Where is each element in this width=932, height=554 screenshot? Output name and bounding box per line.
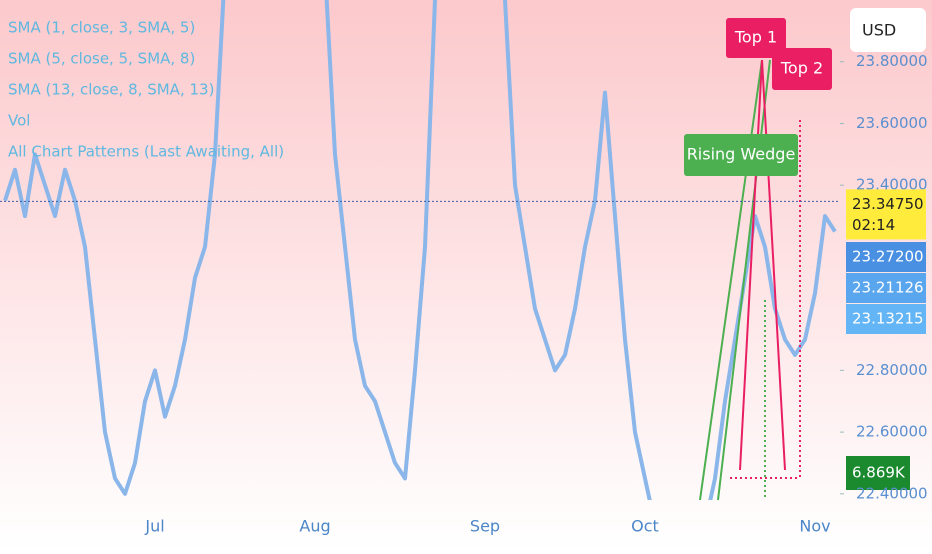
x-tick-label: Oct (631, 517, 659, 536)
price-badge (846, 304, 926, 334)
top-2-tag (772, 48, 832, 90)
price-badge-label: 23.34750 (852, 195, 924, 213)
price-badge (846, 189, 926, 240)
indicator-legend: Vol (8, 112, 30, 130)
y-tick-label: 23.80000 (856, 52, 928, 70)
price-badge-label: 23.27200 (852, 248, 924, 266)
price-badge-label: 23.21126 (852, 279, 924, 297)
plot-area (3, 0, 837, 500)
indicator-legend: SMA (13, close, 8, SMA, 13) (8, 81, 214, 99)
x-tick-label: Aug (299, 517, 330, 536)
y-tick-label: 23.40000 (856, 176, 928, 194)
top-1-label: Top 1 (734, 28, 777, 47)
price-badge (846, 273, 926, 303)
currency[interactable]: USD (862, 21, 896, 40)
x-tick-label: Nov (799, 517, 830, 536)
countdown: 02:14 (852, 216, 895, 234)
y-tick-label: 22.60000 (856, 423, 928, 441)
wedge-tag (684, 134, 798, 176)
wedge-label: Rising Wedge (687, 145, 796, 164)
volume-badge (846, 456, 910, 490)
y-tick-label: 22.40000 (856, 484, 928, 502)
currency-button[interactable] (850, 8, 926, 52)
y-tick-label: 23.60000 (856, 114, 928, 132)
indicator-legend: All Chart Patterns (Last Awaiting, All) (8, 143, 284, 161)
x-tick-label: Jul (144, 517, 164, 536)
x-tick-label: Sep (470, 517, 500, 536)
price-badge (846, 242, 926, 272)
indicator-legend: SMA (5, close, 5, SMA, 8) (8, 50, 195, 68)
y-tick-label: 22.80000 (856, 361, 928, 379)
indicator-legend: SMA (1, close, 3, SMA, 5) (8, 19, 195, 37)
wedge-pattern (699, 59, 801, 501)
top-1-tag (726, 18, 786, 58)
top-2-label: Top 2 (780, 59, 823, 78)
price-badge-label: 23.13215 (852, 310, 924, 328)
volume-label: 6.869K (852, 464, 906, 482)
price-line (3, 0, 837, 500)
